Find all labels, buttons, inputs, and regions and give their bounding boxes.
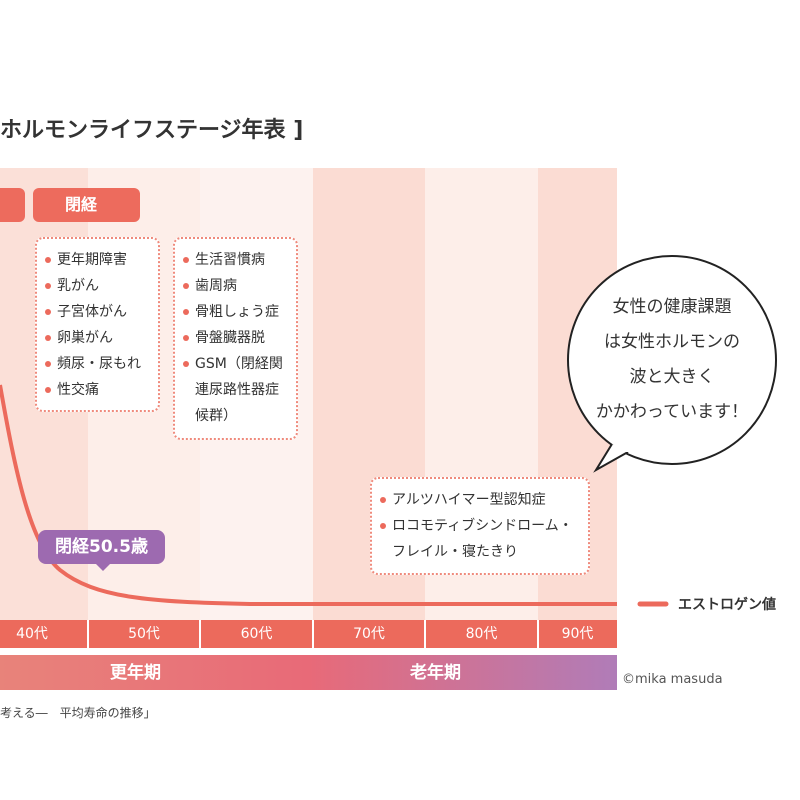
stage-box [0, 188, 25, 222]
label-pointer [95, 563, 111, 571]
bubble-line: は女性ホルモンの [604, 332, 740, 352]
bubble-tail-cover [614, 440, 628, 452]
issue-item: 卵巣がん [45, 325, 150, 351]
bubble-line: 波と大きく [629, 367, 715, 387]
issue-item: ロコモティブシンドローム・フレイル・寝たきり [380, 513, 580, 565]
decade-label: 70代 [353, 626, 385, 642]
decade-label: 90代 [561, 626, 594, 642]
phase-label: 老年期 [410, 663, 461, 683]
menopause-label: 閉経50.5歳 [38, 530, 165, 564]
issue-item: GSM（閉経関連尿路性器症候群） [183, 351, 288, 429]
decade-label: 60代 [240, 626, 273, 642]
bubble-text: 女性の健康課題 は女性ホルモンの 波と大きくかかわっています！ [586, 290, 758, 430]
stage-label: 閉経 [33, 188, 140, 222]
issue-item: 頻尿・尿もれ [45, 351, 150, 377]
issue-item: 生活習慣病 [183, 247, 288, 273]
phase-bar [0, 655, 617, 690]
legend-label: エストロゲン値 [678, 597, 776, 613]
title: ホルモンライフステージ年表 ] [0, 118, 304, 143]
issue-item: 性交痛 [45, 377, 150, 403]
issue-item: 歯周病 [183, 273, 288, 299]
issue-item: 乳がん [45, 273, 150, 299]
issue-item: アルツハイマー型認知症 [380, 487, 580, 513]
decade-label: 40代 [16, 626, 48, 642]
decade-label: 50代 [128, 626, 160, 642]
decade-bar [0, 620, 617, 648]
phase-label: 更年期 [110, 663, 161, 683]
issue-box: 生活習慣病 歯周病 骨粗しょう症 骨盤臓器脱 GSM（閉経関連尿路性器症候群） [173, 237, 298, 440]
issue-item: 子宮体がん [45, 299, 150, 325]
issue-box: 更年期障害 乳がん 子宮体がん 卵巣がん 頻尿・尿もれ 性交痛 [35, 237, 160, 412]
estrogen-curve [0, 384, 617, 606]
credit: ©mika masuda [622, 672, 723, 687]
issue-item: 更年期障害 [45, 247, 150, 273]
issue-item: 骨盤臓器脱 [183, 325, 288, 351]
footer: 考える― 平均寿命の推移」 [0, 706, 156, 720]
issue-box: アルツハイマー型認知症 ロコモティブシンドローム・フレイル・寝たきり [370, 477, 590, 575]
bubble [567, 255, 777, 465]
bubble-line: かかわっています！ [595, 402, 749, 422]
issue-item: 骨粗しょう症 [183, 299, 288, 325]
decade-label: 80代 [465, 626, 498, 642]
bubble-line: 女性の健康課題 [612, 297, 732, 317]
